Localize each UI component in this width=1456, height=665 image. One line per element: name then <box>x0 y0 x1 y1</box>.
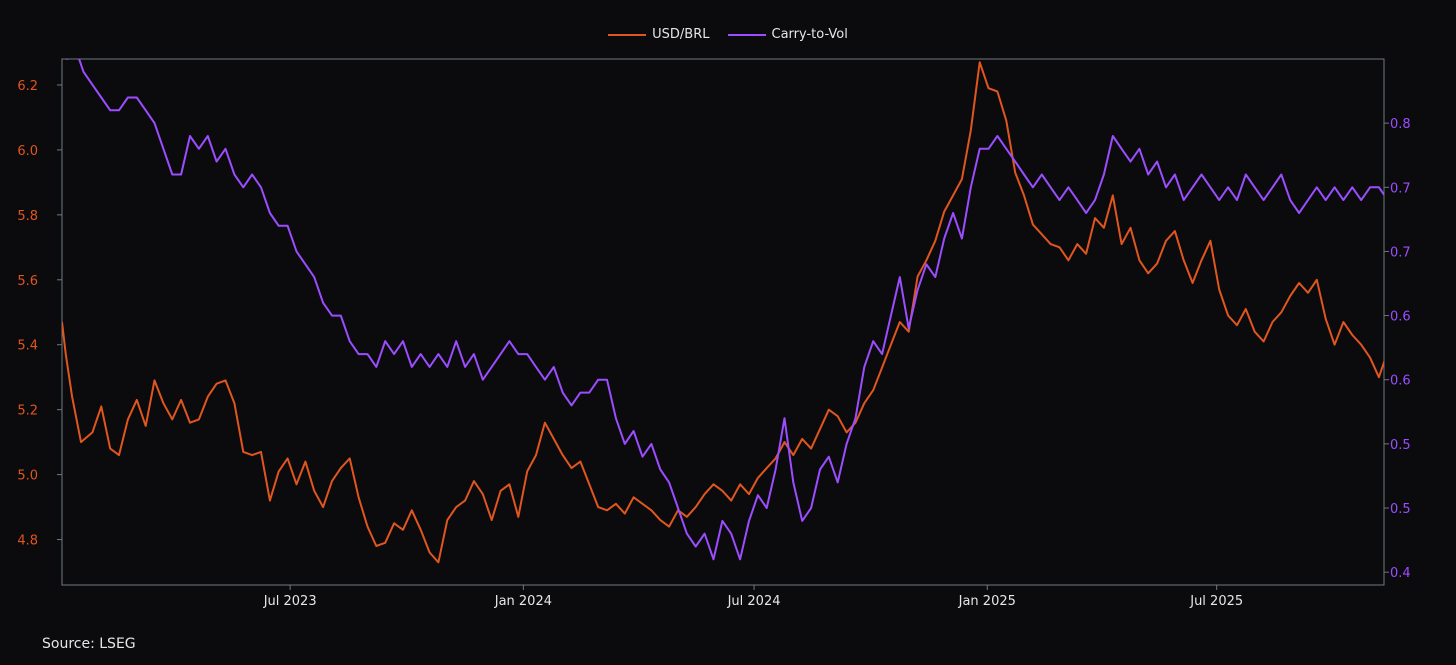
x-tick-label: Jan 2025 <box>958 594 1016 609</box>
carry-to-vol-series-line <box>66 59 1384 561</box>
source-note: Source: LSEG <box>42 636 136 652</box>
y-right-tick-label: 0.6 <box>1390 310 1411 325</box>
y-left-tick-label: 5.2 <box>17 404 38 419</box>
y-left-tick-label: 5.4 <box>17 339 38 354</box>
y-right-tick-label: 0.5 <box>1390 502 1411 517</box>
chart-legend: USD/BRL Carry-to-Vol <box>0 27 1456 42</box>
y-right-tick-label: 0.4 <box>1390 566 1411 581</box>
y-right-tick-label: 0.7 <box>1390 181 1411 196</box>
x-tick-label: Jan 2024 <box>494 594 552 609</box>
y-left-tick-label: 6.2 <box>17 79 38 94</box>
usdbrl-series-line <box>62 61 1384 564</box>
y-left-tick-label: 5.8 <box>17 209 38 224</box>
x-tick-label: Jul 2023 <box>263 594 317 609</box>
y-left-tick-label: 6.0 <box>17 144 38 159</box>
y-right-tick-label: 0.6 <box>1390 374 1411 389</box>
y-right-tick-label: 0.5 <box>1390 438 1411 453</box>
plot-frame <box>61 58 1385 586</box>
y-left-tick-label: 5.6 <box>17 274 38 289</box>
y-right-tick-label: 0.8 <box>1390 117 1411 132</box>
legend-label-carry: Carry-to-Vol <box>771 27 848 42</box>
y-right-tick-label: 0.7 <box>1390 245 1411 260</box>
y-left-tick-label: 5.0 <box>17 469 38 484</box>
x-tick-label: Jul 2025 <box>1189 594 1243 609</box>
y-left-tick-label: 4.8 <box>17 534 38 549</box>
x-tick-label: Jul 2024 <box>727 594 781 609</box>
legend-item-usdbrl: USD/BRL <box>608 27 710 42</box>
legend-swatch-usdbrl <box>608 33 647 36</box>
legend-label-usdbrl: USD/BRL <box>652 27 710 42</box>
legend-swatch-carry <box>727 33 766 36</box>
legend-item-carry: Carry-to-Vol <box>727 27 848 42</box>
